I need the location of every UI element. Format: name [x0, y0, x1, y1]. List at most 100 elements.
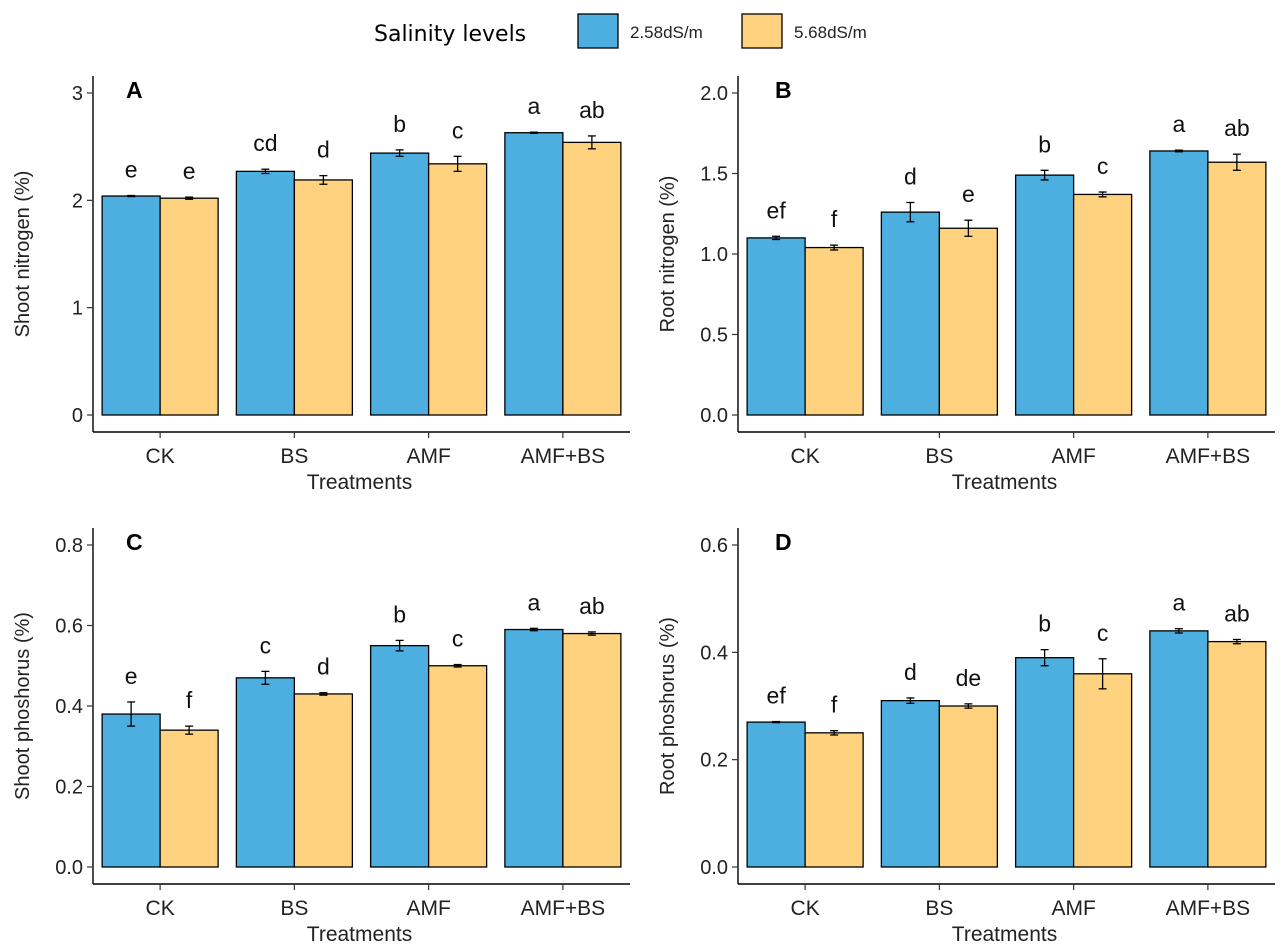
bar-low-salinity [1149, 150, 1209, 416]
panel-c: 0.0 0.2 0.4 0.6 0.8 CK BS AMF AMF+BS e c b a f d c ab C Tr… [12, 528, 630, 946]
bar-high-salinity [804, 732, 864, 868]
x-axis-title: Treatments [952, 471, 1057, 494]
y-tick-label: 2 [72, 190, 83, 212]
significance-letter: d [904, 659, 917, 685]
x-tick-label: AMF [1051, 897, 1095, 920]
x-axis-title: Treatments [307, 923, 412, 946]
x-axis-title: Treatments [952, 923, 1057, 946]
panel-label: C [126, 529, 143, 555]
bar-high-salinity [562, 632, 622, 868]
x-tick-label: AMF+BS [521, 897, 606, 920]
significance-letter: b [393, 111, 406, 137]
significance-letter: e [183, 158, 196, 184]
y-tick-label: 1 [72, 298, 83, 320]
panel-b: 0.0 0.5 1.0 1.5 2.0 CK BS AMF AMF+BS ef d b a f e c ab B T… [657, 76, 1275, 494]
x-tick-label: AMF [406, 445, 450, 468]
bar-low-salinity [101, 195, 161, 416]
legend: Salinity levels 2.58dS/m 5.68dS/m [374, 13, 867, 49]
bar-low-salinity [1149, 630, 1209, 868]
x-tick-label: AMF [1051, 445, 1095, 468]
y-axis-title: Shoot phoshorus (%) [12, 612, 34, 800]
bar-low-salinity [1014, 174, 1075, 416]
significance-letter: ab [1224, 115, 1250, 141]
significance-letter: b [1038, 611, 1051, 637]
legend-title: Salinity levels [374, 22, 526, 47]
significance-letter: c [260, 632, 272, 658]
bar-high-salinity [562, 141, 622, 416]
x-axis-title: Treatments [307, 471, 412, 494]
bar-high-salinity [293, 693, 354, 868]
legend-swatch-2 [741, 13, 783, 49]
y-tick-label: 0.0 [700, 857, 728, 879]
panel-d: 0.0 0.2 0.4 0.6 CK BS AMF AMF+BS ef d b a f de c ab D Tre… [657, 528, 1275, 946]
bar-high-salinity [427, 163, 488, 416]
y-tick-label: 2.0 [700, 83, 728, 105]
bar-high-salinity [293, 179, 354, 416]
significance-letter: cd [253, 130, 277, 156]
bar-high-salinity [1072, 193, 1133, 416]
significance-letter: d [904, 163, 917, 189]
x-tick-label: AMF+BS [521, 445, 606, 468]
significance-letter: c [1097, 153, 1109, 179]
y-tick-label: 0.6 [700, 535, 728, 557]
y-tick-label: 0.0 [700, 405, 728, 427]
significance-letter: ab [1224, 600, 1250, 626]
bar-low-salinity [369, 644, 430, 868]
x-tick-label: AMF [406, 897, 450, 920]
significance-letter: ab [579, 593, 605, 619]
significance-letter: a [1172, 111, 1185, 137]
legend-swatch-1 [577, 13, 619, 49]
significance-letter: a [1172, 590, 1185, 616]
significance-letter: a [527, 589, 540, 615]
legend-label-2: 5.68dS/m [794, 23, 867, 42]
x-tick-label: CK [791, 897, 820, 920]
y-tick-label: 0.6 [55, 616, 83, 638]
y-tick-label: 0.5 [700, 325, 728, 347]
y-tick-label: 0.2 [55, 777, 83, 799]
bar-high-salinity [804, 246, 864, 416]
y-tick-label: 0 [72, 405, 83, 427]
bar-high-salinity [938, 705, 999, 868]
x-tick-label: BS [925, 445, 953, 468]
significance-letter: c [452, 626, 464, 652]
y-axis-title: Shoot nitrogen (%) [12, 171, 34, 338]
bar-high-salinity [1207, 161, 1267, 416]
bar-high-salinity [938, 227, 999, 416]
x-tick-label: CK [146, 445, 175, 468]
panel-label: A [126, 77, 143, 103]
significance-letter: ef [767, 683, 787, 709]
significance-letter: b [1038, 131, 1051, 157]
significance-letter: b [393, 601, 406, 627]
bar-low-salinity [235, 170, 296, 416]
bar-high-salinity [427, 665, 488, 868]
x-tick-label: CK [146, 897, 175, 920]
significance-letter: c [452, 117, 464, 143]
y-tick-label: 1.0 [700, 244, 728, 266]
significance-letter: e [125, 157, 138, 183]
significance-letter: e [962, 181, 975, 207]
bar-low-salinity [746, 237, 806, 416]
significance-letter: e [125, 663, 138, 689]
x-tick-label: AMF+BS [1166, 445, 1251, 468]
x-tick-label: BS [280, 445, 308, 468]
bar-high-salinity [1207, 640, 1267, 868]
bar-low-salinity [504, 628, 564, 868]
bar-low-salinity [235, 677, 296, 868]
significance-letter: f [831, 206, 838, 232]
bar-low-salinity [504, 132, 564, 416]
panel-label: B [775, 77, 792, 103]
bar-low-salinity [369, 152, 430, 416]
y-tick-label: 0.4 [700, 642, 728, 664]
bar-high-salinity [159, 197, 219, 416]
significance-letter: a [527, 93, 540, 119]
x-tick-label: AMF+BS [1166, 897, 1251, 920]
significance-letter: d [317, 654, 330, 680]
y-tick-label: 0.4 [55, 696, 83, 718]
bar-high-salinity [1072, 673, 1133, 868]
y-axis-title: Root phoshorus (%) [657, 617, 679, 795]
y-axis-title: Root nitrogen (%) [657, 176, 679, 333]
bar-low-salinity [101, 713, 161, 868]
panel-label: D [775, 529, 792, 555]
y-tick-label: 0.0 [55, 857, 83, 879]
